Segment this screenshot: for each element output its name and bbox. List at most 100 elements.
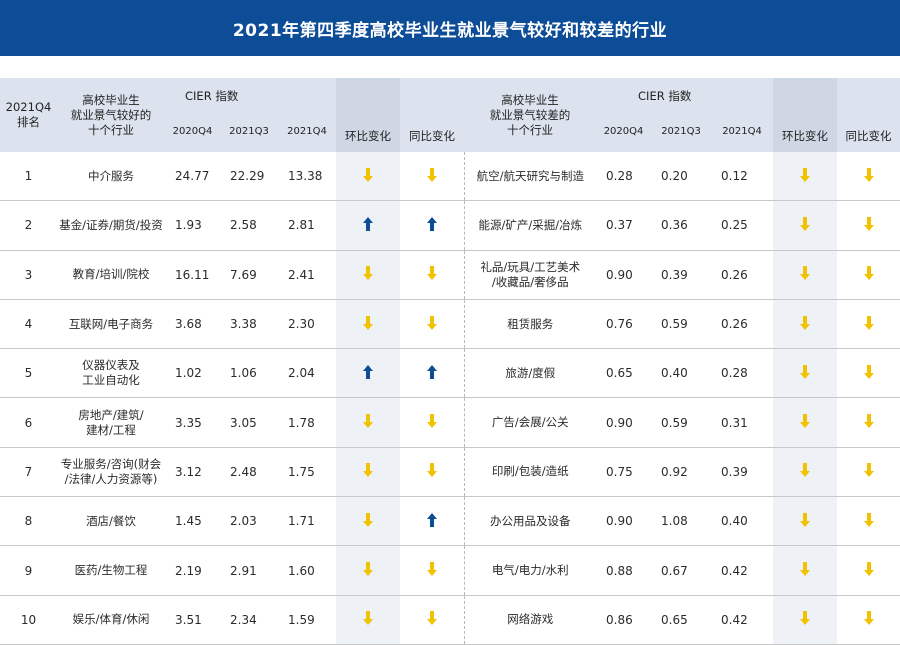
bad-industry-header: 高校毕业生 就业景气较差的 十个行业	[464, 78, 597, 152]
rank-cell: 7	[0, 447, 57, 498]
arrow-down-icon	[773, 447, 838, 498]
good-industry-cell: 酒店/餐饮	[57, 496, 165, 547]
good-value-cell: 2.04	[278, 348, 337, 399]
bad-value-cell: 0.20	[651, 152, 712, 202]
yoy-header-good: 同比变化	[400, 78, 465, 152]
good-value-cell: 3.38	[220, 299, 278, 350]
arrow-down-icon	[400, 595, 465, 645]
bad-industry-cell: 旅游/度假	[463, 348, 597, 399]
table-row: 8 酒店/餐饮 1.45 2.03 1.71 办公用品及设备 0.90 1.08 0.40	[0, 496, 900, 547]
bad-industry-cell-line: 航空/航天研究与制造	[476, 168, 584, 183]
bad-industry-cell: 网络游戏	[463, 595, 597, 645]
bad-value-cell: 0.67	[651, 545, 712, 596]
good-industry-cell-line: /法律/人力资源等)	[64, 471, 158, 486]
industry-table: 2021Q4 排名 高校毕业生 就业景气较好的 十个行业 CIER 指数 环比变化 同…	[0, 78, 900, 645]
rank-header: 2021Q4 排名	[0, 78, 57, 152]
arrow-down-icon	[773, 496, 838, 547]
arrow-down-icon	[837, 250, 900, 300]
good-value-cell: 2.19	[165, 545, 220, 596]
good-value-cell: 1.78	[278, 397, 337, 448]
arrow-down-icon	[336, 545, 401, 596]
good-industry-header: 高校毕业生 就业景气较好的 十个行业	[57, 78, 165, 152]
arrow-down-icon	[837, 152, 900, 202]
table-row: 6 房地产/建筑/建材/工程 3.35 3.05 1.78 广告/会展/公关 0.90 0.5…	[0, 397, 900, 448]
bad-industry-cell: 租赁服务	[463, 299, 597, 350]
rank-cell: 5	[0, 348, 57, 399]
bad-industry-cell-line: 礼品/玩具/工艺美术	[480, 259, 581, 274]
arrow-up-icon	[400, 348, 465, 399]
rank-cell: 6	[0, 397, 57, 448]
good-value-cell: 2.34	[220, 595, 278, 645]
arrow-down-icon	[400, 152, 465, 202]
good-value-cell: 24.77	[165, 152, 220, 202]
arrow-down-icon	[837, 595, 900, 645]
good-value-cell: 22.29	[220, 152, 278, 202]
rank-cell: 9	[0, 545, 57, 596]
bad-value-cell: 0.36	[651, 200, 712, 251]
arrow-down-icon	[400, 397, 465, 448]
col-header: 2021Q3	[220, 122, 278, 152]
good-value-cell: 3.68	[165, 299, 220, 350]
bad-value-cell: 0.90	[596, 250, 652, 300]
good-value-cell: 13.38	[278, 152, 337, 202]
good-industry-cell-line: 教育/培训/院校	[72, 267, 150, 282]
col-header: 2021Q3	[651, 122, 712, 152]
bad-value-cell: 0.37	[596, 200, 652, 251]
good-value-cell: 3.05	[220, 397, 278, 448]
good-industry-cell-line: 互联网/电子商务	[68, 316, 154, 331]
col-header: 2021Q4	[278, 122, 337, 152]
good-value-cell: 1.60	[278, 545, 337, 596]
good-industry-cell-line: 工业自动化	[82, 373, 140, 388]
bad-value-cell: 0.39	[711, 447, 774, 498]
table-row: 3 教育/培训/院校 16.11 7.69 2.41 礼品/玩具/工艺美术/收藏品/奢侈品…	[0, 250, 900, 300]
arrow-down-icon	[837, 496, 900, 547]
bad-industry-cell-line: 网络游戏	[507, 612, 554, 627]
cier-index-header-good: CIER 指数	[165, 78, 337, 122]
bad-value-cell: 0.12	[711, 152, 774, 202]
good-industry-cell-line: 医药/生物工程	[74, 563, 148, 578]
table-row: 7 专业服务/咨询(财会/法律/人力资源等) 3.12 2.48 1.75 印刷/包装/造…	[0, 447, 900, 498]
arrow-down-icon	[837, 348, 900, 399]
good-industry-cell-line: 仪器仪表及	[82, 358, 140, 373]
bad-value-cell: 0.90	[596, 496, 652, 547]
rank-cell: 4	[0, 299, 57, 350]
good-industry-cell-line: 基金/证券/期货/投资	[59, 217, 163, 232]
good-value-cell: 2.30	[278, 299, 337, 350]
bad-value-cell: 0.39	[651, 250, 712, 300]
good-value-cell: 2.48	[220, 447, 278, 498]
good-industry-cell: 房地产/建筑/建材/工程	[57, 397, 165, 448]
good-industry-cell-line: 中介服务	[88, 168, 134, 183]
arrow-down-icon	[336, 299, 401, 350]
bad-industry-cell-line: 广告/会展/公关	[491, 415, 569, 430]
arrow-down-icon	[336, 595, 401, 645]
cier-index-header-bad: CIER 指数	[596, 78, 774, 122]
arrow-down-icon	[773, 299, 838, 350]
rank-cell: 2	[0, 200, 57, 251]
good-value-cell: 2.58	[220, 200, 278, 251]
good-value-cell: 2.41	[278, 250, 337, 300]
table-row: 10 娱乐/体育/休闲 3.51 2.34 1.59 网络游戏 0.86 0.65 0.42	[0, 595, 900, 645]
rank-cell: 3	[0, 250, 57, 300]
good-value-cell: 16.11	[165, 250, 220, 300]
bad-value-cell: 0.86	[596, 595, 652, 645]
col-header: 2021Q4	[711, 122, 774, 152]
good-industry-cell: 娱乐/体育/休闲	[57, 595, 165, 645]
good-industry-cell: 中介服务	[57, 152, 165, 202]
bad-industry-cell: 广告/会展/公关	[463, 397, 597, 448]
arrow-down-icon	[773, 397, 838, 448]
rank-cell: 1	[0, 152, 57, 202]
bad-value-cell: 0.42	[711, 595, 774, 645]
arrow-up-icon	[400, 200, 465, 251]
bad-industry-cell-line: /收藏品/奢侈品	[491, 274, 569, 289]
good-industry-cell: 互联网/电子商务	[57, 299, 165, 350]
good-value-cell: 3.35	[165, 397, 220, 448]
arrow-down-icon	[336, 496, 401, 547]
bad-industry-cell: 办公用品及设备	[463, 496, 597, 547]
arrow-up-icon	[336, 348, 401, 399]
good-value-cell: 1.93	[165, 200, 220, 251]
good-value-cell: 1.75	[278, 447, 337, 498]
good-industry-cell: 医药/生物工程	[57, 545, 165, 596]
good-value-cell: 7.69	[220, 250, 278, 300]
bad-value-cell: 0.40	[651, 348, 712, 399]
bad-value-cell: 0.26	[711, 299, 774, 350]
